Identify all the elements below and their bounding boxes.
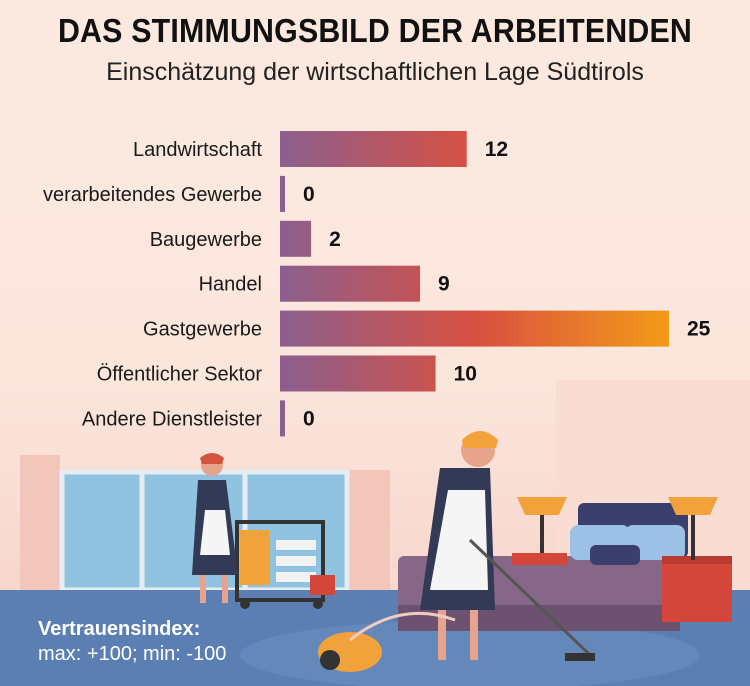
bar-andere-dienstleister [280,400,285,437]
cleaning-cart [235,520,335,609]
value-label: 0 [303,183,315,206]
maid-with-vacuum [420,431,592,660]
footnote-title: Vertrauensindex: [38,618,201,640]
bar-handel [280,265,421,302]
bar-gastgewerbe [280,310,669,347]
value-label: 0 [303,407,315,430]
bar-baugewerbe [280,220,312,257]
footnote-text: max: +100; min: -100 [38,643,227,665]
value-label: 2 [329,228,341,251]
category-label: verarbeitendes Gewerbe [43,184,262,206]
nightstand [512,553,732,622]
vacuum-cleaner [318,611,595,672]
lamp-left [517,497,567,553]
value-label: 9 [438,273,450,296]
bar-öffentlicher-sektor [280,355,436,392]
curtain-left [20,455,60,590]
chart-subtitle: Einschätzung der wirtschaftlichen Lage S… [106,58,644,86]
category-label: Baugewerbe [150,229,262,251]
category-label: Handel [199,274,262,296]
category-label: Andere Dienstleister [82,408,262,430]
category-label: Landwirtschaft [133,139,262,161]
lamp-right [668,497,718,560]
category-label: Gastgewerbe [143,319,262,341]
category-label: Öffentlicher Sektor [97,364,263,386]
chart-title: DAS STIMMUNGSBILD DER ARBEITENDEN [57,12,693,49]
bar-verarbeitendes-gewerbe [280,175,285,212]
footnote: Vertrauensindex: max: +100; min: -100 [38,618,226,666]
curtain-right [345,470,390,590]
value-label: 25 [687,318,711,341]
value-label: 12 [485,138,508,161]
value-label: 10 [454,363,477,386]
bar-landwirtschaft [280,131,467,167]
maid-with-cart [192,453,238,603]
